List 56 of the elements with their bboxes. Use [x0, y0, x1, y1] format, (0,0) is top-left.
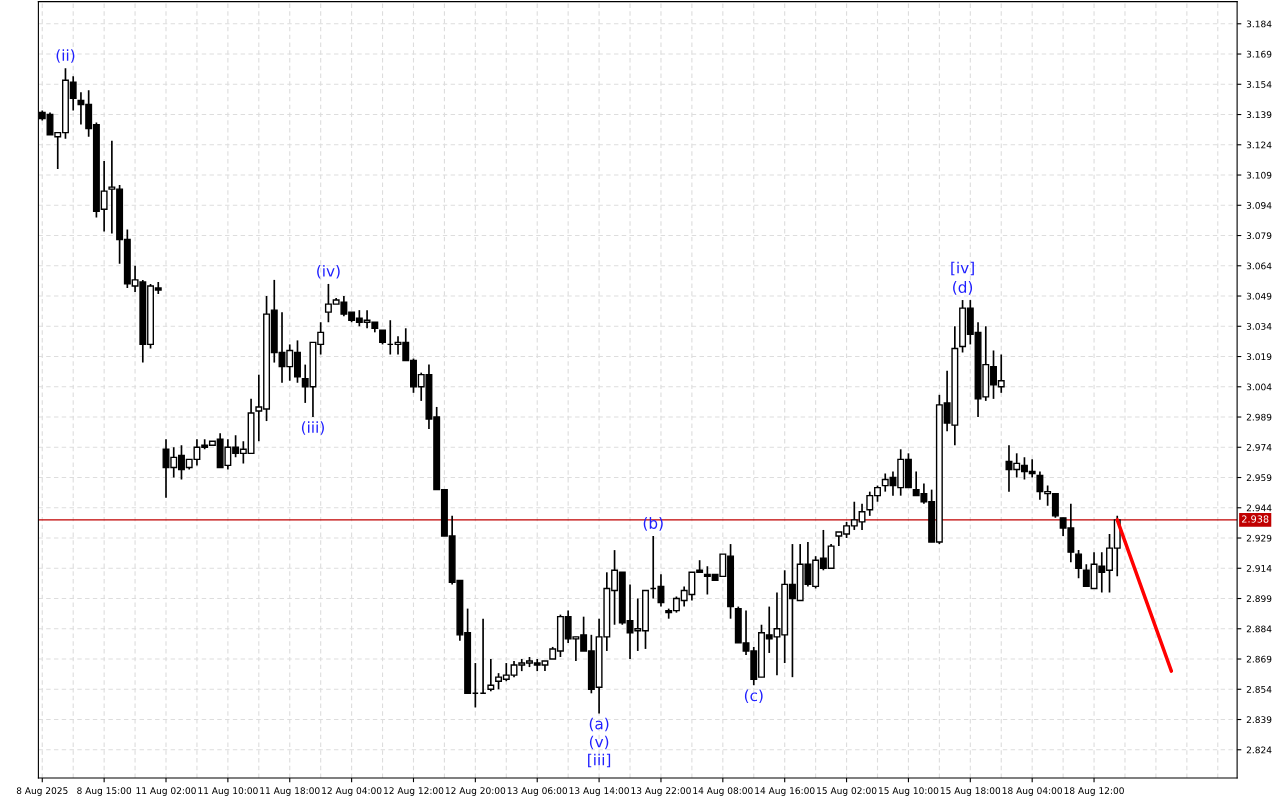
y-tick-label: 2.959: [1246, 474, 1272, 482]
y-tick-label: 2.944: [1246, 504, 1272, 512]
annotation: (ii): [56, 49, 75, 63]
ref-line-label: 2.938: [1242, 515, 1269, 523]
annotation: [iv]: [951, 261, 974, 276]
y-tick-label: 3.004: [1246, 383, 1272, 391]
y-tick-label: 2.824: [1246, 746, 1272, 754]
x-tick-label: 13 Aug 14:00: [569, 787, 629, 796]
y-tick-label: 2.869: [1246, 655, 1272, 663]
x-tick-label: 15 Aug 18:00: [940, 787, 1001, 796]
annotation: (d): [953, 281, 973, 295]
y-tick-label: 3.184: [1246, 20, 1272, 28]
y-tick-label: 2.839: [1246, 716, 1272, 724]
x-tick-label: 15 Aug 02:00: [817, 787, 877, 796]
annotation: (a): [589, 717, 609, 732]
annotation: (iii): [301, 421, 324, 435]
x-tick-label: 13 Aug 06:00: [507, 787, 568, 796]
y-tick-label: 3.034: [1246, 323, 1272, 330]
y-tick-label: 3.079: [1246, 232, 1272, 240]
x-tick-label: 12 Aug 04:00: [322, 787, 382, 796]
annotation: (iv): [317, 264, 340, 279]
y-tick-label: 2.989: [1246, 413, 1272, 421]
y-tick-label: 3.109: [1246, 171, 1272, 179]
x-tick-label: 18 Aug 04:00: [1002, 787, 1063, 796]
candlestick: [1075, 549, 1083, 580]
x-tick-label: 8 Aug 2025: [16, 787, 68, 796]
annotation: [iii]: [588, 753, 611, 768]
x-tick-label: 11 Aug 18:00: [260, 787, 320, 796]
candlestick: [487, 658, 495, 693]
y-tick-label: 3.019: [1246, 353, 1272, 361]
annotation: (b): [643, 517, 663, 531]
y-tick-label: 2.974: [1246, 444, 1272, 451]
y-tick-label: 3.049: [1246, 292, 1272, 300]
x-tick-label: 14 Aug 16:00: [755, 787, 815, 796]
y-tick-label: 2.899: [1246, 595, 1272, 603]
annotation: (c): [744, 689, 763, 704]
x-tick-label: 11 Aug 02:00: [136, 787, 196, 796]
y-tick-label: 2.914: [1246, 565, 1272, 572]
x-tick-label: 12 Aug 20:00: [445, 787, 506, 796]
x-tick-label: 15 Aug 10:00: [878, 787, 939, 796]
y-tick-label: 3.154: [1246, 81, 1272, 88]
x-tick-label: 8 Aug 15:00: [77, 787, 132, 796]
y-tick-label: 2.854: [1246, 686, 1272, 693]
x-tick-label: 13 Aug 22:00: [631, 787, 691, 796]
y-tick-label: 3.139: [1246, 111, 1272, 119]
y-tick-label: 3.094: [1246, 202, 1272, 209]
x-tick-label: 11 Aug 10:00: [198, 787, 258, 796]
x-tick-label: 18 Aug 12:00: [1064, 787, 1124, 796]
y-tick-label: 3.169: [1246, 50, 1272, 58]
x-tick-label: 14 Aug 08:00: [693, 787, 753, 796]
annotation: (v): [589, 735, 609, 750]
x-tick-label: 12 Aug 12:00: [384, 787, 444, 796]
y-tick-label: 2.884: [1246, 625, 1272, 633]
y-tick-label: 3.124: [1246, 141, 1272, 149]
y-tick-label: 3.064: [1246, 262, 1272, 270]
y-tick-label: 2.929: [1246, 534, 1272, 542]
